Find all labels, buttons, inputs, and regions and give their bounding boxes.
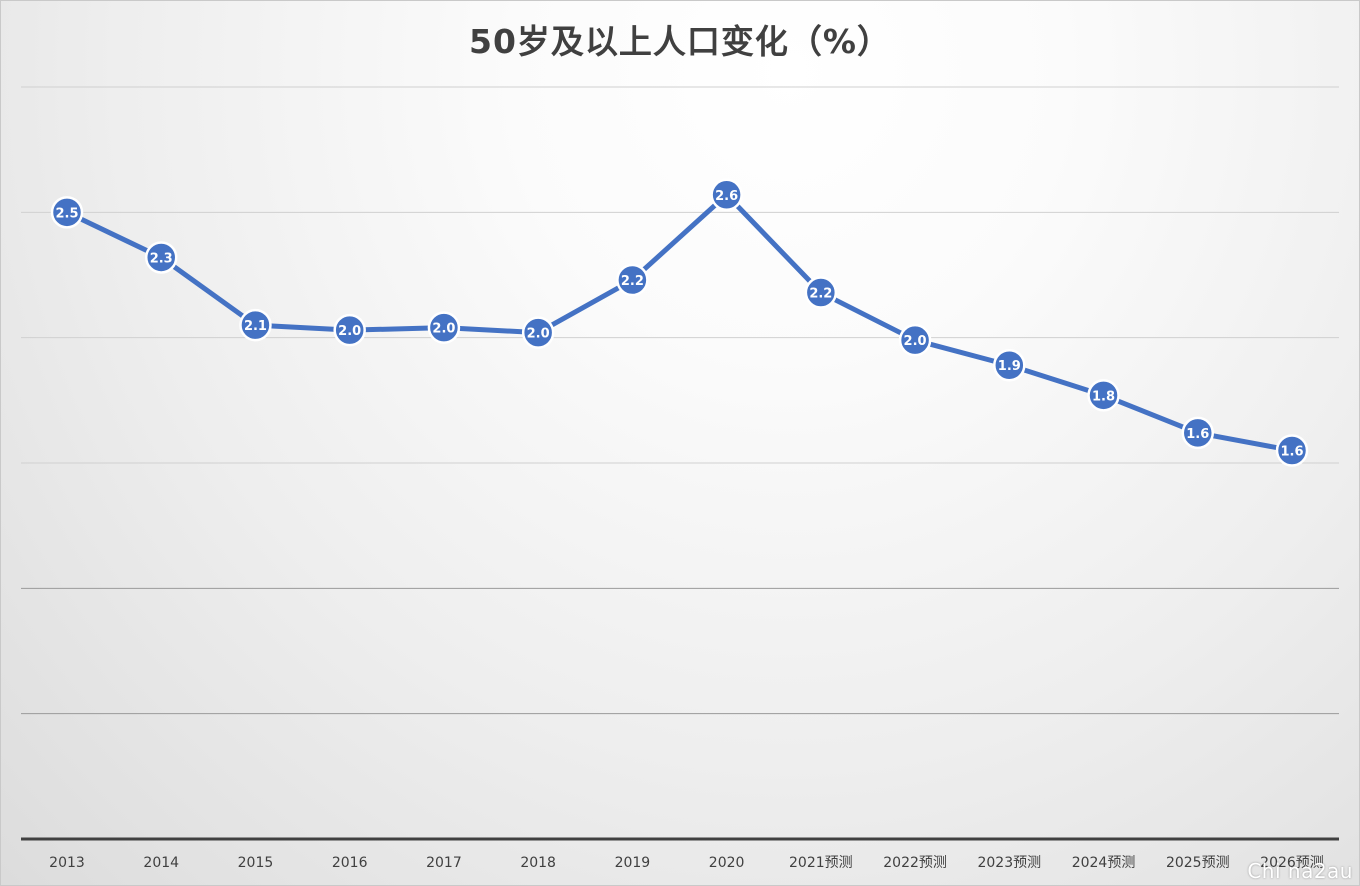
- x-tick-label: 2025预测: [1166, 855, 1230, 871]
- data-point-marker: [993, 348, 1026, 382]
- data-point-marker: [427, 311, 461, 344]
- data-point-marker: [521, 316, 555, 349]
- x-tick-label: 2014: [143, 855, 179, 871]
- x-tick-label: 2026预测: [1260, 855, 1324, 871]
- x-tick-label: 2013: [49, 855, 85, 871]
- x-tick-label: 2019: [615, 855, 651, 871]
- data-label: 1.8: [1092, 389, 1115, 404]
- x-tick-labels: 2013 2014 2015 2016 2017 2018 2019 2020 2021预测 20…: [49, 855, 1324, 871]
- data-point-marker: [239, 308, 272, 342]
- data-label: 1.6: [1280, 444, 1303, 459]
- data-label: 2.0: [338, 324, 361, 339]
- data-point-marker: [144, 241, 178, 274]
- data-label: 2.2: [809, 287, 832, 302]
- data-label: 2.3: [150, 251, 173, 266]
- data-label: 1.9: [998, 359, 1021, 374]
- data-label: 2.0: [904, 334, 927, 349]
- chart-title: 50岁及以上人口变化（%）: [469, 22, 891, 61]
- x-tick-label: 2018: [520, 855, 556, 871]
- data-label: 1.6: [1186, 427, 1209, 442]
- data-point-marker: [1087, 379, 1120, 412]
- x-tick-label: 2021预测: [789, 855, 853, 871]
- x-tick-label: 2022预测: [883, 855, 947, 871]
- data-label: 2.0: [432, 322, 455, 337]
- x-tick-label: 2023预测: [977, 855, 1041, 871]
- data-point-marker: [1181, 416, 1215, 450]
- data-point-marker: [710, 178, 743, 212]
- data-label: 2.0: [527, 327, 550, 342]
- data-point-marker: [333, 313, 366, 347]
- x-tick-label: 2015: [238, 855, 274, 871]
- gridlines: [21, 86, 1339, 715]
- data-label: 2.5: [55, 206, 78, 221]
- x-tick-label: 2017: [426, 855, 462, 871]
- data-point-marker: [804, 276, 838, 309]
- data-point-marker: [1275, 434, 1309, 467]
- data-label: 2.1: [244, 319, 267, 334]
- data-label: 2.2: [621, 274, 644, 289]
- data-point-marker: [50, 196, 84, 229]
- data-label: 2.6: [715, 189, 738, 204]
- x-tick-label: 2016: [332, 855, 368, 871]
- watermark-text: Chi na2au: [1247, 859, 1353, 883]
- x-tick-label: 2020: [709, 855, 745, 871]
- data-points: 2.5 2.3 2.1 2.0 2.0 2.0 2.2 2.6 2.2 2.0 1.9 1.8 1.6 1…: [50, 178, 1309, 467]
- data-point-marker: [898, 323, 932, 357]
- x-tick-label: 2024预测: [1072, 855, 1136, 871]
- data-point-marker: [616, 263, 649, 297]
